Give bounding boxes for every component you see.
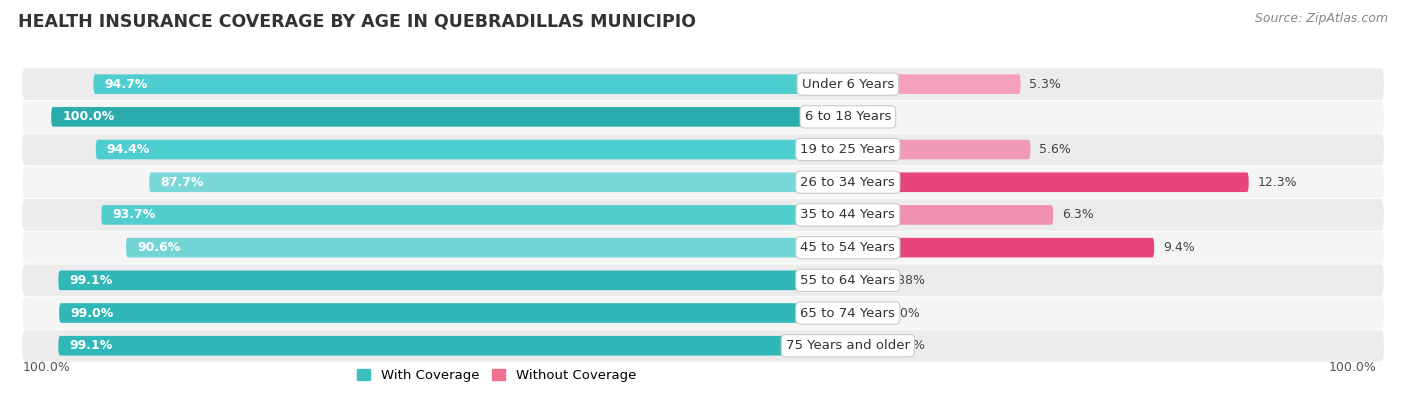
FancyBboxPatch shape	[22, 264, 1384, 296]
FancyBboxPatch shape	[848, 238, 1154, 257]
FancyBboxPatch shape	[59, 303, 848, 323]
FancyBboxPatch shape	[149, 172, 848, 192]
FancyBboxPatch shape	[51, 107, 848, 127]
FancyBboxPatch shape	[22, 68, 1384, 100]
FancyBboxPatch shape	[848, 205, 1053, 225]
Text: 99.1%: 99.1%	[69, 339, 112, 352]
Text: HEALTH INSURANCE COVERAGE BY AGE IN QUEBRADILLAS MUNICIPIO: HEALTH INSURANCE COVERAGE BY AGE IN QUEB…	[18, 12, 696, 30]
FancyBboxPatch shape	[22, 297, 1384, 329]
Text: 94.4%: 94.4%	[107, 143, 150, 156]
FancyBboxPatch shape	[93, 74, 848, 94]
Text: 87.7%: 87.7%	[160, 176, 204, 189]
FancyBboxPatch shape	[96, 140, 848, 159]
Text: 90.6%: 90.6%	[136, 241, 180, 254]
Text: 93.7%: 93.7%	[112, 208, 156, 222]
FancyBboxPatch shape	[127, 238, 848, 257]
Text: 9.4%: 9.4%	[1163, 241, 1195, 254]
Text: 100.0%: 100.0%	[62, 110, 114, 123]
Text: Under 6 Years: Under 6 Years	[801, 78, 894, 90]
Text: 0.88%: 0.88%	[886, 274, 925, 287]
FancyBboxPatch shape	[59, 336, 848, 356]
FancyBboxPatch shape	[101, 205, 848, 225]
FancyBboxPatch shape	[22, 330, 1384, 361]
FancyBboxPatch shape	[848, 336, 876, 356]
Text: 55 to 64 Years: 55 to 64 Years	[800, 274, 896, 287]
FancyBboxPatch shape	[22, 134, 1384, 166]
Text: 45 to 54 Years: 45 to 54 Years	[800, 241, 896, 254]
FancyBboxPatch shape	[848, 303, 880, 323]
Text: 6 to 18 Years: 6 to 18 Years	[804, 110, 891, 123]
FancyBboxPatch shape	[22, 101, 1384, 133]
Text: 94.7%: 94.7%	[104, 78, 148, 90]
Text: 75 Years and older: 75 Years and older	[786, 339, 910, 352]
Text: 0.88%: 0.88%	[886, 339, 925, 352]
Text: 6.3%: 6.3%	[1062, 208, 1094, 222]
FancyBboxPatch shape	[22, 232, 1384, 264]
Legend: With Coverage, Without Coverage: With Coverage, Without Coverage	[352, 364, 641, 388]
Text: 5.6%: 5.6%	[1039, 143, 1071, 156]
Text: 100.0%: 100.0%	[1329, 361, 1376, 374]
Text: 19 to 25 Years: 19 to 25 Years	[800, 143, 896, 156]
Text: 0.0%: 0.0%	[856, 110, 889, 123]
Text: 99.1%: 99.1%	[69, 274, 112, 287]
Text: 35 to 44 Years: 35 to 44 Years	[800, 208, 896, 222]
Text: 65 to 74 Years: 65 to 74 Years	[800, 307, 896, 320]
Text: 12.3%: 12.3%	[1257, 176, 1296, 189]
FancyBboxPatch shape	[848, 74, 1021, 94]
Text: 26 to 34 Years: 26 to 34 Years	[800, 176, 896, 189]
FancyBboxPatch shape	[848, 140, 1031, 159]
Text: 1.0%: 1.0%	[889, 307, 921, 320]
Text: 100.0%: 100.0%	[22, 361, 70, 374]
FancyBboxPatch shape	[848, 172, 1249, 192]
Text: 5.3%: 5.3%	[1029, 78, 1062, 90]
FancyBboxPatch shape	[22, 166, 1384, 198]
FancyBboxPatch shape	[848, 271, 876, 290]
FancyBboxPatch shape	[22, 199, 1384, 231]
Text: 99.0%: 99.0%	[70, 307, 114, 320]
FancyBboxPatch shape	[59, 271, 848, 290]
Text: Source: ZipAtlas.com: Source: ZipAtlas.com	[1254, 12, 1388, 25]
